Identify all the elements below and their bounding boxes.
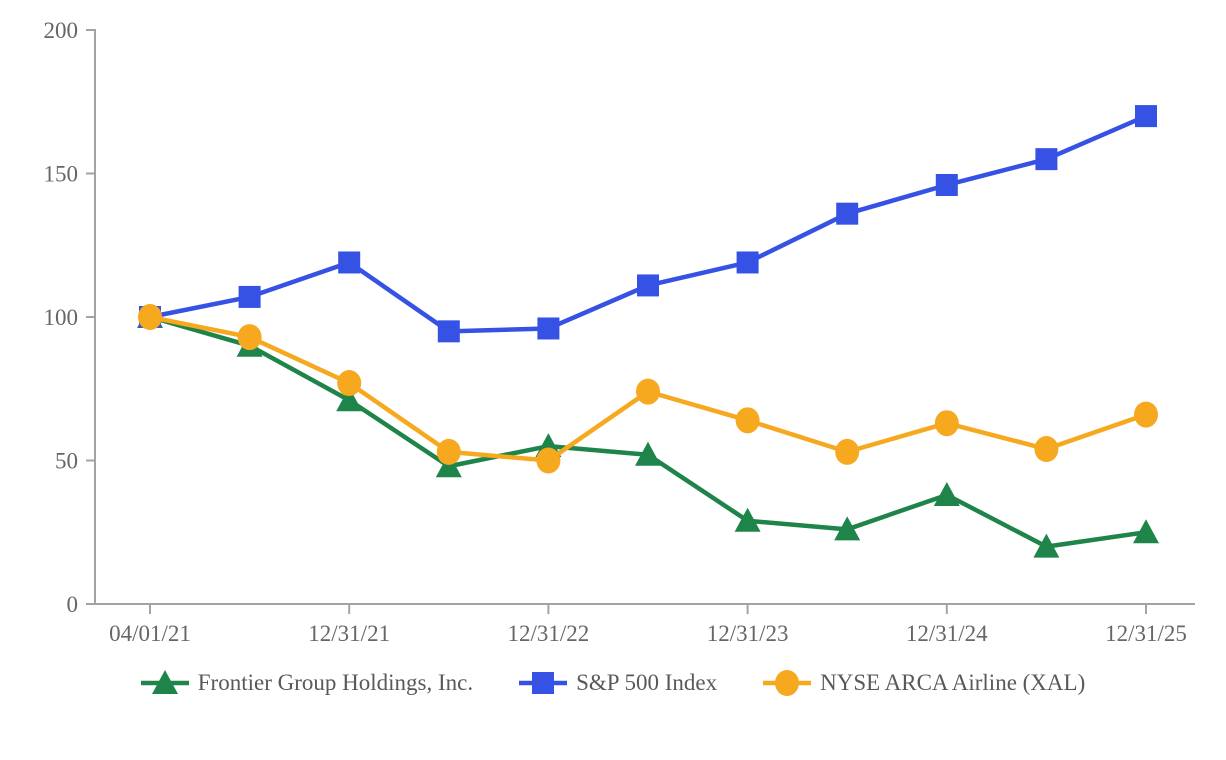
square-marker-icon	[935, 173, 958, 196]
series-triangle	[137, 304, 1159, 558]
x-tick-label: 12/31/23	[707, 621, 789, 646]
triangle-marker-icon	[336, 387, 363, 412]
circle-marker-icon	[1034, 436, 1059, 463]
square-marker-icon	[1035, 148, 1058, 171]
triangle-marker-icon	[140, 668, 189, 698]
square-marker-icon	[1135, 105, 1157, 128]
square-marker-icon	[519, 668, 568, 698]
circle-marker-icon	[237, 324, 262, 351]
legend-label-frontier: Frontier Group Holdings, Inc.	[197, 670, 474, 695]
square-marker-icon	[532, 672, 555, 694]
x-tick-label: 12/31/25	[1105, 621, 1187, 646]
square-marker-icon	[637, 274, 659, 297]
y-tick-label: 100	[44, 305, 79, 330]
series-line	[147, 113, 1149, 334]
legend-item-frontier: Frontier Group Holdings, Inc.	[140, 668, 474, 698]
performance-chart-figure: 0 50 100 150 200 04/01/21 12/31/21 12/31/22 12/3…	[0, 18, 1226, 698]
square-marker-icon	[437, 320, 460, 343]
legend-label-xal: NYSE ARCA Airline (XAL)	[820, 670, 1086, 695]
x-tick-label: 12/31/22	[508, 621, 590, 646]
triangle-marker-icon	[1033, 533, 1060, 558]
circle-marker-icon	[735, 407, 760, 434]
triangle-marker-icon	[834, 516, 861, 541]
circle-marker-icon	[337, 370, 362, 397]
x-tick-label: 12/31/21	[308, 621, 390, 646]
triangle-marker-icon	[435, 453, 462, 478]
circle-marker-icon	[138, 304, 162, 330]
x-tick-label: 12/31/24	[906, 621, 988, 646]
chart-legend: Frontier Group Holdings, Inc. S&P 500 In…	[0, 668, 1226, 698]
square-marker-icon	[836, 202, 859, 225]
series-square	[139, 105, 1157, 343]
circle-marker-icon	[1134, 401, 1158, 428]
circle-marker-icon	[835, 438, 860, 465]
triangle-marker-icon	[151, 670, 178, 694]
legend-item-sp500: S&P 500 Index	[519, 668, 717, 698]
y-tick-label: 200	[44, 18, 79, 43]
triangle-marker-icon	[1133, 519, 1159, 544]
y-tick-label: 0	[67, 592, 79, 617]
triangle-marker-icon	[734, 507, 761, 532]
square-marker-icon	[736, 251, 759, 274]
square-marker-icon	[238, 285, 261, 308]
square-marker-icon	[537, 317, 560, 340]
series-circle	[138, 304, 1158, 474]
x-tick-label: 04/01/21	[109, 621, 191, 646]
chart-canvas: 0 50 100 150 200 04/01/21 12/31/21 12/31/22 12/3…	[44, 18, 1195, 646]
circle-marker-icon	[536, 447, 561, 474]
circle-marker-icon	[636, 378, 660, 405]
circle-marker-icon	[934, 410, 959, 437]
legend-item-xal: NYSE ARCA Airline (XAL)	[763, 668, 1085, 698]
circle-marker-icon	[775, 670, 800, 696]
triangle-marker-icon	[933, 481, 960, 506]
series-line	[147, 314, 1149, 549]
square-marker-icon	[338, 251, 361, 274]
circle-marker-icon	[763, 668, 812, 698]
legend-swatch	[140, 670, 189, 694]
legend-swatch	[519, 672, 568, 694]
legend-swatch	[763, 670, 812, 696]
circle-marker-icon	[436, 438, 461, 465]
triangle-marker-icon	[635, 441, 661, 466]
legend-label-sp500: S&P 500 Index	[576, 670, 718, 695]
y-tick-label: 50	[55, 449, 78, 474]
y-tick-label: 150	[44, 162, 79, 187]
